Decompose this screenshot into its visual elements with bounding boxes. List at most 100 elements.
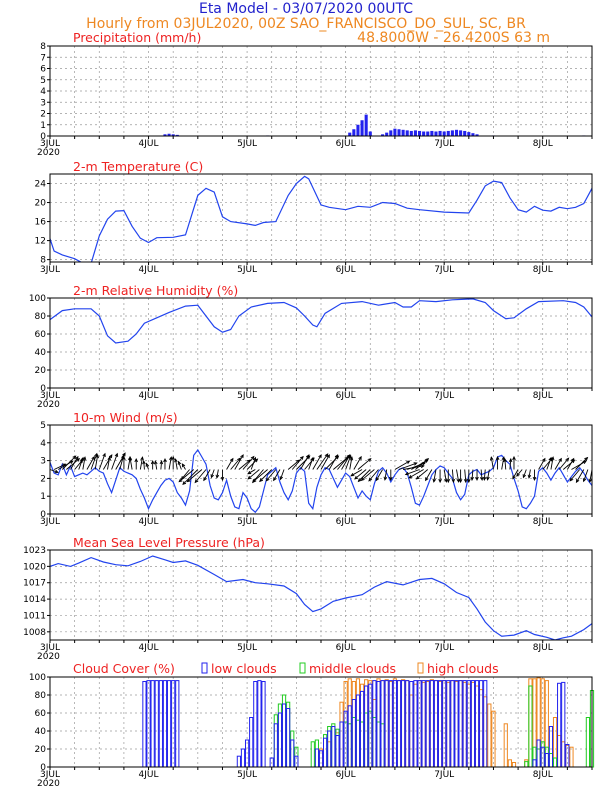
wind-arrow-head bbox=[588, 478, 593, 483]
wind-arrow bbox=[489, 456, 494, 470]
y-tick-label: 1020 bbox=[23, 562, 46, 572]
wind-arrow-shaft bbox=[168, 457, 172, 470]
precip-bar bbox=[364, 114, 368, 136]
wind-arrow-shaft bbox=[350, 469, 363, 477]
wind-arrow bbox=[357, 458, 372, 470]
wind-arrow-head bbox=[570, 457, 575, 462]
wind-arrow-shaft bbox=[464, 469, 467, 483]
x-tick-label: 4JUL bbox=[139, 391, 159, 401]
wind-arrow-shaft bbox=[182, 469, 199, 485]
wind-arrow-shaft bbox=[250, 457, 256, 470]
precip-bar bbox=[360, 120, 364, 136]
precip-bar bbox=[381, 134, 385, 136]
wind-arrow bbox=[415, 469, 429, 480]
chart-subtitle-location: Hourly from 03JUL2020, 00Z SAO_FRANCISCO… bbox=[86, 16, 526, 32]
x-tick-label: 6JUL bbox=[336, 265, 356, 275]
wind-arrow-head bbox=[350, 472, 355, 477]
wind-arrow-head bbox=[102, 452, 106, 457]
wind-arrow-shaft bbox=[516, 469, 523, 477]
wind-arrow-shaft bbox=[394, 460, 410, 470]
wind-arrow bbox=[508, 457, 513, 470]
wind-arrow bbox=[320, 454, 330, 470]
cloud-bar-middle bbox=[524, 761, 529, 768]
wind-arrow-head bbox=[273, 477, 277, 482]
y-tick-label: 20 bbox=[35, 366, 47, 376]
wind-arrow-shaft bbox=[238, 459, 251, 470]
wind-arrow-shaft bbox=[569, 469, 581, 482]
wind-arrow bbox=[566, 457, 575, 470]
wind-arrow-head bbox=[489, 456, 494, 461]
wind-arrow-head bbox=[415, 475, 420, 480]
wind-arrow bbox=[415, 458, 430, 470]
wind-arrow bbox=[252, 469, 268, 483]
wind-series-line bbox=[50, 448, 592, 514]
wind-arrow-head bbox=[438, 479, 442, 484]
y-tick-label: 1023 bbox=[23, 546, 46, 556]
cloud-bar-low bbox=[450, 680, 455, 768]
wind-arrow bbox=[512, 469, 519, 480]
wind-arrow-head bbox=[107, 456, 111, 461]
wind-arrow-head bbox=[174, 458, 178, 463]
y-tick-label: 3 bbox=[40, 457, 46, 467]
precip-bar bbox=[167, 133, 171, 136]
y-tick-label: 20 bbox=[35, 199, 47, 209]
y-tick-label: 3 bbox=[40, 98, 46, 108]
wind-arrow bbox=[562, 459, 576, 470]
precip-bar bbox=[413, 130, 417, 136]
y-tick-label: 24 bbox=[35, 180, 47, 190]
cloud-bar-low bbox=[290, 739, 295, 768]
x-tick-label: 8JUL bbox=[533, 770, 553, 780]
wind-arrow bbox=[446, 469, 451, 484]
x-tick-label: 4JUL bbox=[139, 139, 159, 149]
wind-arrow-shaft bbox=[512, 469, 519, 479]
wind-arrow-head bbox=[375, 477, 380, 482]
temp-series-line bbox=[50, 175, 592, 262]
wind-arrow bbox=[360, 469, 375, 481]
wind-arrow-shaft bbox=[247, 469, 256, 475]
y-tick-label: 20 bbox=[35, 745, 47, 755]
wind-arrow-head bbox=[220, 476, 225, 482]
cloud-bar-low bbox=[323, 737, 328, 768]
wind-arrow-shaft bbox=[178, 469, 195, 482]
cloud-bar-low bbox=[462, 680, 467, 768]
x-tick-label: 6JUL bbox=[336, 391, 356, 401]
wind-arrow-head bbox=[558, 457, 562, 462]
wind-arrow bbox=[177, 460, 182, 470]
y-tick-label: 2 bbox=[40, 110, 46, 120]
wind-arrow-head bbox=[95, 453, 100, 459]
wind-arrow bbox=[247, 469, 256, 475]
precip-bar bbox=[393, 128, 397, 136]
wind-arrow-head bbox=[413, 462, 418, 466]
wind-arrow-head bbox=[425, 477, 429, 482]
wind-arrow-shaft bbox=[291, 456, 304, 470]
wind-arrow bbox=[145, 462, 150, 470]
cloud-bar-low bbox=[536, 739, 541, 768]
cloud-bar-low bbox=[257, 680, 262, 768]
wind-arrow-shaft bbox=[247, 469, 260, 480]
cloud-bar-low bbox=[355, 694, 361, 768]
wind-arrow-shaft bbox=[538, 458, 546, 470]
wind-arrow-shaft bbox=[451, 469, 454, 483]
cloud-bar-low bbox=[351, 699, 356, 768]
x-tick-label: 7JUL bbox=[434, 643, 454, 653]
wind-arrow-shaft bbox=[226, 458, 234, 470]
cloud-bar-middle bbox=[552, 757, 558, 768]
precip-bar bbox=[401, 129, 405, 136]
wind-arrow-shaft bbox=[53, 463, 66, 470]
x-year-label: 2020 bbox=[37, 779, 60, 789]
precip-bar bbox=[426, 131, 430, 136]
x-year-label: 2020 bbox=[37, 148, 60, 158]
wind-arrow-shaft bbox=[368, 469, 379, 482]
cloud-bar-high bbox=[569, 746, 574, 768]
wind-arrow-shaft bbox=[86, 456, 95, 470]
wind-arrow-shaft bbox=[107, 457, 111, 470]
x-tick-label: 5JUL bbox=[237, 643, 257, 653]
wind-arrow-head bbox=[159, 460, 164, 465]
x-tick-label: 5JUL bbox=[237, 265, 257, 275]
cloud-bar-low bbox=[368, 683, 373, 768]
wind-arrow-head bbox=[383, 476, 388, 481]
wind-arrow-shaft bbox=[398, 462, 417, 470]
wind-arrow-shaft bbox=[358, 469, 371, 482]
wind-arrow bbox=[425, 469, 433, 482]
